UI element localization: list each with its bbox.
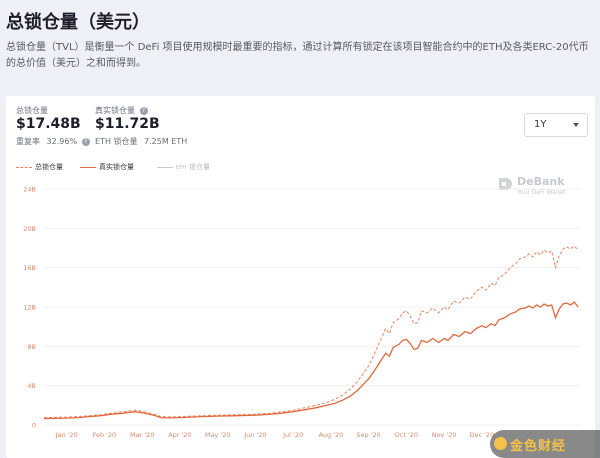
real-tvl-value: $11.72B — [95, 116, 160, 132]
real-tvl-label-wrap: 真实锁仓量 ? — [95, 105, 148, 116]
period-value: 1Y — [534, 119, 547, 130]
legend-eth-prefix: ETH — [176, 165, 186, 171]
page-title: 总锁仓量（美元） — [6, 12, 150, 33]
chevron-down-icon — [573, 123, 579, 127]
coin-icon — [494, 437, 507, 450]
watermark: 金色财经 — [490, 430, 600, 458]
eth-tvl-value: 7.25M ETH — [144, 137, 188, 146]
debank-icon — [499, 178, 512, 190]
tvl-value: $17.48B — [16, 116, 81, 132]
help-icon[interactable]: ? — [81, 137, 90, 146]
brand-name: DeBank — [517, 175, 565, 188]
legend-swatch-tvl — [16, 166, 32, 168]
help-icon[interactable]: ? — [139, 106, 148, 115]
legend-swatch-eth — [157, 166, 173, 168]
eth-tvl-label: ETH 锁仓量 — [95, 137, 138, 146]
page-description: 总锁仓量（TVL）是衡量一个 DeFi 项目使用规模时最重要的指标，通过计算所有… — [6, 42, 589, 69]
legend-label-tvl: 总锁仓量 — [35, 163, 63, 171]
legend-item-real[interactable]: 真实锁仓量 — [80, 162, 134, 172]
chart-card: 总锁仓量 $17.48B 重复率 32.96% ? 真实锁仓量 ? $11.72… — [6, 96, 595, 458]
reuse-label: 重复率 — [16, 137, 40, 146]
legend-item-tvl[interactable]: 总锁仓量 — [16, 162, 63, 172]
eth-tvl: ETH 锁仓量 7.25M ETH — [95, 136, 187, 147]
tvl-label: 总锁仓量 — [16, 106, 48, 115]
legend-swatch-real — [80, 166, 96, 168]
legend-item-eth[interactable]: ETH 锁仓量 — [157, 162, 210, 172]
watermark-text: 金色财经 — [510, 439, 567, 454]
reuse-value: 32.96% — [46, 137, 78, 146]
period-select[interactable]: 1Y — [524, 113, 588, 137]
brand-tagline: Your DeFi Wallet — [517, 189, 566, 196]
debank-logo: DeBank Your DeFi Wallet — [497, 175, 565, 196]
reuse-rate: 重复率 32.96% ? — [16, 136, 90, 147]
legend-label-real: 真实锁仓量 — [99, 163, 134, 171]
real-tvl-label: 真实锁仓量 — [95, 106, 135, 115]
legend-label-eth: 锁仓量 — [188, 163, 210, 171]
